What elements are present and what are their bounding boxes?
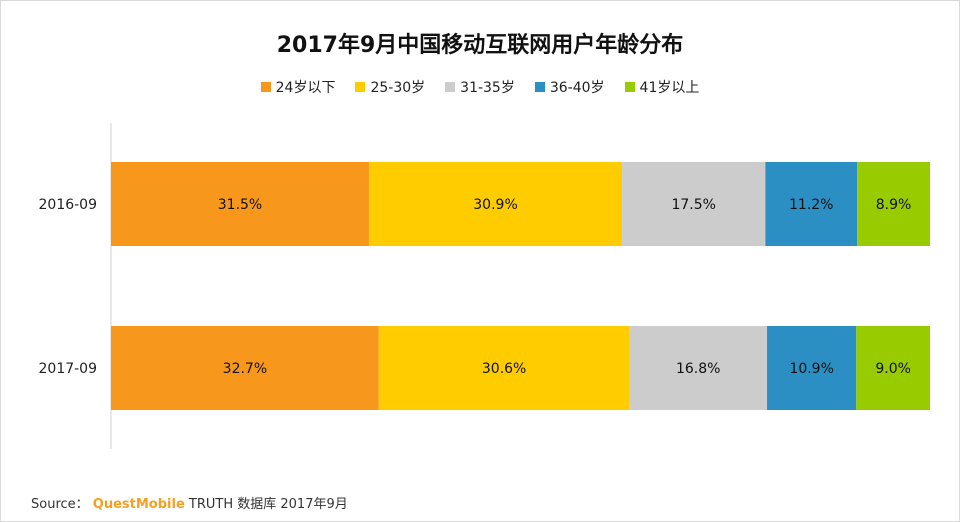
bar-segment-25-30	[368, 162, 623, 246]
legend-item-36-40: 36-40岁	[534, 77, 605, 97]
bar-segment-over-41	[857, 162, 930, 246]
legend-item-under-24: 24岁以下	[260, 77, 336, 97]
bar-segment-under-24	[111, 162, 369, 246]
legend-label-25-30: 25-30岁	[370, 80, 426, 96]
bar-segment-over-41	[856, 326, 930, 410]
legend-label-under-24: 24岁以下	[275, 80, 336, 96]
source-note: Source： QuestMobile TRUTH 数据库 2017年9月	[31, 493, 348, 512]
source-brand: QuestMobile	[92, 497, 185, 512]
legend-swatch-over-41	[624, 82, 635, 92]
legend-swatch-31-35	[445, 82, 456, 92]
data-label-31-35: 17.5%	[671, 197, 715, 213]
bar-plot-area: 2016-09 31.5% 30.9% 17.5% 11.2% 8.9% 2017-09 32…	[39, 123, 930, 449]
chart-title: 2017年9月中国移动互联网用户年龄分布	[276, 33, 684, 58]
bar-segment-36-40	[767, 326, 857, 410]
legend-swatch-36-40	[534, 82, 545, 92]
legend-item-31-35: 31-35岁	[445, 77, 515, 97]
data-label-over-41: 8.9%	[876, 197, 912, 213]
legend-item-over-41: 41岁以上	[624, 77, 700, 97]
legend-swatch-under-24	[260, 82, 271, 92]
bar-segment-under-24	[111, 326, 379, 410]
legend: 24岁以下 25-30岁 31-35岁 36-40岁 41岁以上	[1, 77, 959, 97]
bar-segment-25-30	[378, 326, 630, 410]
category-tick-label: 2016-09	[39, 197, 98, 213]
bar-segment-36-40	[765, 162, 858, 246]
data-label-36-40: 11.2%	[789, 197, 833, 213]
bar-segment-31-35	[622, 162, 766, 246]
data-label-25-30: 30.6%	[482, 361, 526, 377]
bar-segment-31-35	[629, 326, 768, 410]
legend-label-31-35: 31-35岁	[460, 80, 515, 96]
category-tick-label: 2017-09	[39, 361, 98, 377]
source-prefix: Source：	[31, 497, 89, 512]
data-label-under-24: 32.7%	[223, 361, 267, 377]
legend-swatch-25-30	[355, 82, 366, 92]
data-label-under-24: 31.5%	[218, 197, 262, 213]
source-suffix: TRUTH 数据库 2017年9月	[188, 497, 348, 512]
data-label-36-40: 10.9%	[789, 361, 833, 377]
data-label-over-41: 9.0%	[875, 361, 911, 377]
data-label-31-35: 16.8%	[676, 361, 720, 377]
data-label-25-30: 30.9%	[473, 197, 517, 213]
legend-item-25-30: 25-30岁	[355, 77, 425, 97]
legend-label-36-40: 36-40岁	[549, 80, 605, 96]
legend-label-over-41: 41岁以上	[639, 80, 700, 96]
